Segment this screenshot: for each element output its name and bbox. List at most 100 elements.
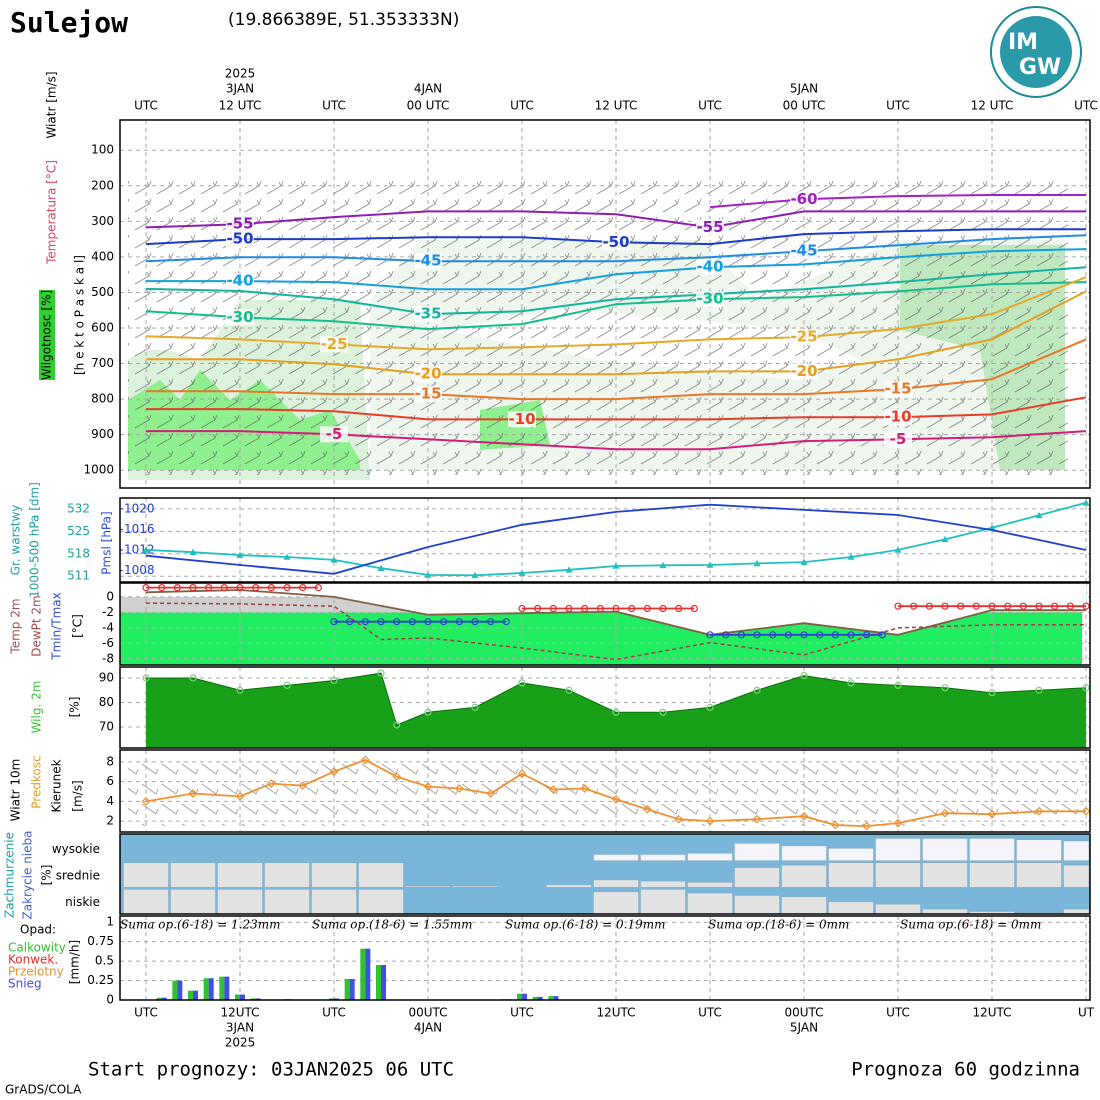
y-tick-label: 532 (67, 501, 90, 515)
date-label: 5JAN (790, 82, 818, 96)
marker (141, 797, 151, 806)
isotherm (146, 396, 1087, 421)
cloud-bar (687, 882, 733, 888)
y-tick-label: 8 (106, 754, 114, 768)
marker (706, 631, 714, 639)
panel-frame (119, 582, 1091, 666)
isotherm-label: -10 (884, 408, 911, 426)
level-label: wysokie (52, 842, 100, 856)
cloud-bar (1063, 840, 1090, 861)
marker (158, 584, 166, 592)
axis-label: Zachmurzenie (3, 832, 17, 918)
marker (173, 584, 181, 592)
marker (267, 584, 275, 592)
y-tick-label: 300 (91, 214, 114, 228)
precip-bar (537, 996, 543, 1000)
axis-label: [h e k t o P a s k a l] (73, 255, 87, 375)
time-label: 12UTC (596, 1006, 635, 1020)
marker (393, 618, 401, 626)
y2-tick-label: 1008 (124, 563, 155, 577)
isotherm-label: -25 (790, 328, 817, 346)
marker (440, 618, 448, 626)
legend-entry: Przelotny (8, 965, 64, 979)
cloud-bar (123, 862, 169, 888)
y-tick-label: 1000 (83, 463, 114, 477)
series-line (145, 503, 1087, 575)
isotherm-label: -5 (890, 430, 907, 448)
label-bg (226, 273, 254, 290)
cloud-bar (123, 889, 169, 915)
cloud-bar (1063, 864, 1090, 888)
time-label: UTC (322, 1006, 346, 1020)
marker (737, 631, 745, 639)
y-tick-label: 70 (99, 719, 114, 733)
marker (361, 618, 369, 626)
cloud-bar (1016, 862, 1062, 888)
y-tick-label: 400 (91, 249, 114, 263)
marker (454, 784, 464, 793)
time-label: 12UTC (220, 1006, 259, 1020)
y-tick-label: 100 (91, 143, 114, 157)
marker (659, 561, 667, 569)
marker (283, 584, 291, 592)
y-tick-label: 0 (106, 993, 114, 1007)
marker (643, 604, 651, 613)
marker (862, 821, 872, 831)
panel-frame (119, 119, 1091, 489)
cloud-bar (687, 853, 733, 861)
logo: IM GW (990, 6, 1082, 98)
marker (189, 674, 197, 682)
isotherm-label: -45 (790, 242, 817, 260)
axis-label: Predkosc (30, 755, 44, 808)
marker (863, 631, 871, 639)
time-label: UTC (510, 1006, 534, 1020)
marker (1035, 602, 1043, 610)
logo-text: IM (1008, 30, 1038, 55)
precip-bar (193, 990, 198, 1000)
marker (706, 703, 714, 711)
marker (408, 618, 416, 626)
precip-sum: Suma op.(18-6) = 0mm (708, 918, 849, 932)
series-line (146, 672, 1087, 726)
panel-frame (119, 497, 1091, 583)
label-bg (39, 290, 55, 380)
time-label: UT (1078, 1006, 1095, 1020)
marker (423, 782, 433, 791)
label-bg (696, 219, 724, 236)
legend-entry: Calkowity (8, 941, 66, 955)
date-label: 5JAN (790, 1021, 818, 1035)
marker (330, 676, 338, 685)
precip-bar (522, 993, 527, 1000)
marker (831, 631, 839, 639)
cloud-bar (734, 843, 780, 861)
label-bg (884, 409, 912, 426)
date-label: 4JAN (414, 1021, 442, 1035)
isotherm (146, 338, 1087, 401)
marker (298, 781, 308, 790)
marker (486, 789, 496, 798)
marker (675, 604, 683, 613)
isotherm (145, 234, 1087, 263)
time-label: 12 UTC (971, 99, 1014, 113)
marker (424, 708, 432, 716)
cloud-bar (217, 862, 263, 888)
marker (424, 618, 432, 626)
legend-entry: Snieg (8, 977, 42, 991)
marker (611, 795, 621, 804)
precip-bar (553, 996, 559, 1000)
marker (1082, 602, 1090, 610)
precip-sum: Suma op.(6-18) = 0mm (900, 918, 1041, 932)
marker (252, 584, 260, 592)
panel-frame (119, 666, 1091, 749)
isotherm-label: -5 (326, 425, 343, 443)
axis-label: [mm/h] (68, 940, 82, 984)
marker (377, 564, 385, 572)
label-bg (414, 386, 442, 403)
station: Sulejow (10, 6, 128, 39)
isotherm-label: -35 (414, 305, 441, 323)
cloud-bar (922, 838, 968, 861)
axis-label: 1000-500 hPa [dm] (28, 482, 42, 598)
marker (800, 558, 808, 565)
marker (205, 584, 213, 592)
marker (925, 602, 933, 610)
